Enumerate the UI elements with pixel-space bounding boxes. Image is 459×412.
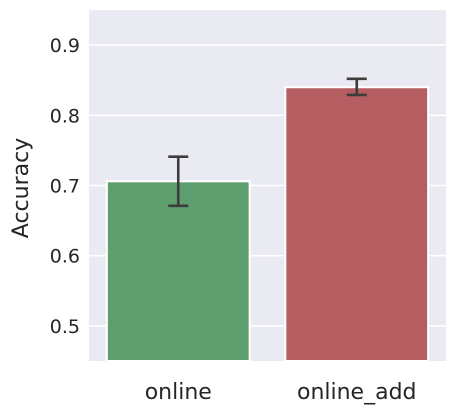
y-tick-labels: 0.5 0.6 0.7 0.8 0.9 — [50, 35, 80, 338]
y-tick-label: 0.8 — [50, 105, 80, 127]
y-tick-label: 0.5 — [50, 316, 80, 338]
y-tick-label: 0.6 — [50, 246, 80, 268]
error-bars — [168, 77, 367, 208]
x-tick-label: online_add — [297, 380, 417, 405]
y-axis-label: Accuracy — [9, 138, 34, 238]
y-tick-label: 0.9 — [50, 35, 80, 57]
bar-online-add — [284, 86, 430, 362]
bar-online — [105, 180, 251, 362]
x-tick-label: online — [145, 380, 212, 405]
x-tick-labels: online online_add — [145, 380, 417, 405]
y-tick-label: 0.7 — [50, 176, 80, 198]
bars — [105, 86, 430, 362]
